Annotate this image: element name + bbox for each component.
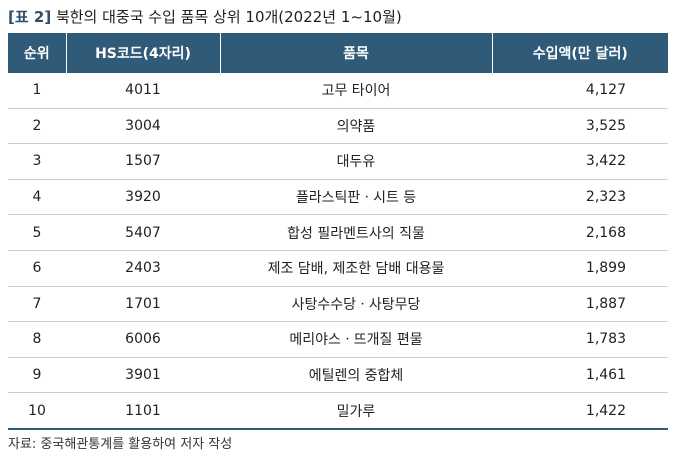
cell-item: 플라스틱판ㆍ시트 등	[220, 179, 492, 216]
table-number-tag: [표 2]	[8, 8, 52, 26]
cell-amount: 2,168	[492, 214, 668, 251]
table-row: 8 6006 메리야스ㆍ뜨개질 편물 1,783	[8, 321, 668, 358]
cell-rank: 9	[8, 357, 66, 394]
table-title: [표 2] 북한의 대중국 수입 품목 상위 10개(2022년 1~10월)	[8, 6, 402, 27]
table-row: 5 5407 합성 필라멘트사의 직물 2,168	[8, 214, 668, 251]
table-row: 3 1507 대두유 3,422	[8, 143, 668, 180]
cell-hs-code: 1101	[66, 392, 220, 430]
cell-amount: 1,422	[492, 392, 668, 430]
cell-hs-code: 3004	[66, 108, 220, 145]
cell-rank: 6	[8, 250, 66, 287]
cell-amount: 1,899	[492, 250, 668, 287]
cell-rank: 1	[8, 73, 66, 109]
table-row: 4 3920 플라스틱판ㆍ시트 등 2,323	[8, 179, 668, 216]
cell-hs-code: 2403	[66, 250, 220, 287]
table-row: 10 1101 밀가루 1,422	[8, 392, 668, 430]
cell-item: 고무 타이어	[220, 73, 492, 109]
header-hs-code: HS코드(4자리)	[65, 33, 220, 73]
header-item: 품목	[219, 33, 492, 73]
cell-item: 합성 필라멘트사의 직물	[220, 214, 492, 251]
cell-item: 사탕수수당ㆍ사탕무당	[220, 286, 492, 323]
cell-amount: 3,525	[492, 108, 668, 145]
cell-hs-code: 1701	[66, 286, 220, 323]
table-row: 1 4011 고무 타이어 4,127	[8, 73, 668, 109]
table-header-row: 순위 HS코드(4자리) 품목 수입액(만 달러)	[8, 33, 668, 73]
table-row: 7 1701 사탕수수당ㆍ사탕무당 1,887	[8, 286, 668, 323]
cell-rank: 2	[8, 108, 66, 145]
cell-hs-code: 6006	[66, 321, 220, 358]
source-note: 자료: 중국해관통계를 활용하여 저자 작성	[8, 437, 233, 452]
cell-item: 제조 담배, 제조한 담배 대용물	[220, 250, 492, 287]
cell-amount: 4,127	[492, 73, 668, 109]
cell-item: 메리야스ㆍ뜨개질 편물	[220, 321, 492, 358]
import-items-table-container: 순위 HS코드(4자리) 품목 수입액(만 달러) 1 4011 고무 타이어 …	[8, 33, 668, 430]
table-row: 2 3004 의약품 3,525	[8, 108, 668, 145]
cell-rank: 4	[8, 179, 66, 216]
cell-amount: 1,887	[492, 286, 668, 323]
header-rank: 순위	[8, 33, 66, 73]
cell-rank: 7	[8, 286, 66, 323]
table-header: 순위 HS코드(4자리) 품목 수입액(만 달러)	[8, 33, 668, 73]
cell-item: 밀가루	[220, 392, 492, 430]
cell-amount: 1,461	[492, 357, 668, 394]
cell-hs-code: 3901	[66, 357, 220, 394]
cell-amount: 2,323	[492, 179, 668, 216]
table-title-text: 북한의 대중국 수입 품목 상위 10개(2022년 1~10월)	[55, 8, 402, 26]
header-amount: 수입액(만 달러)	[491, 33, 668, 73]
cell-item: 대두유	[220, 143, 492, 180]
table-row: 6 2403 제조 담배, 제조한 담배 대용물 1,899	[8, 250, 668, 287]
cell-rank: 8	[8, 321, 66, 358]
cell-amount: 3,422	[492, 143, 668, 180]
cell-rank: 10	[8, 392, 66, 430]
cell-hs-code: 3920	[66, 179, 220, 216]
table-body: 1 4011 고무 타이어 4,127 2 3004 의약품 3,525 3 1…	[8, 73, 668, 430]
cell-rank: 5	[8, 214, 66, 251]
cell-item: 의약품	[220, 108, 492, 145]
cell-hs-code: 5407	[66, 214, 220, 251]
cell-amount: 1,783	[492, 321, 668, 358]
cell-hs-code: 4011	[66, 73, 220, 109]
cell-hs-code: 1507	[66, 143, 220, 180]
table-row: 9 3901 에틸렌의 중합체 1,461	[8, 357, 668, 394]
cell-item: 에틸렌의 중합체	[220, 357, 492, 394]
cell-rank: 3	[8, 143, 66, 180]
import-items-table: 순위 HS코드(4자리) 품목 수입액(만 달러) 1 4011 고무 타이어 …	[8, 33, 668, 430]
